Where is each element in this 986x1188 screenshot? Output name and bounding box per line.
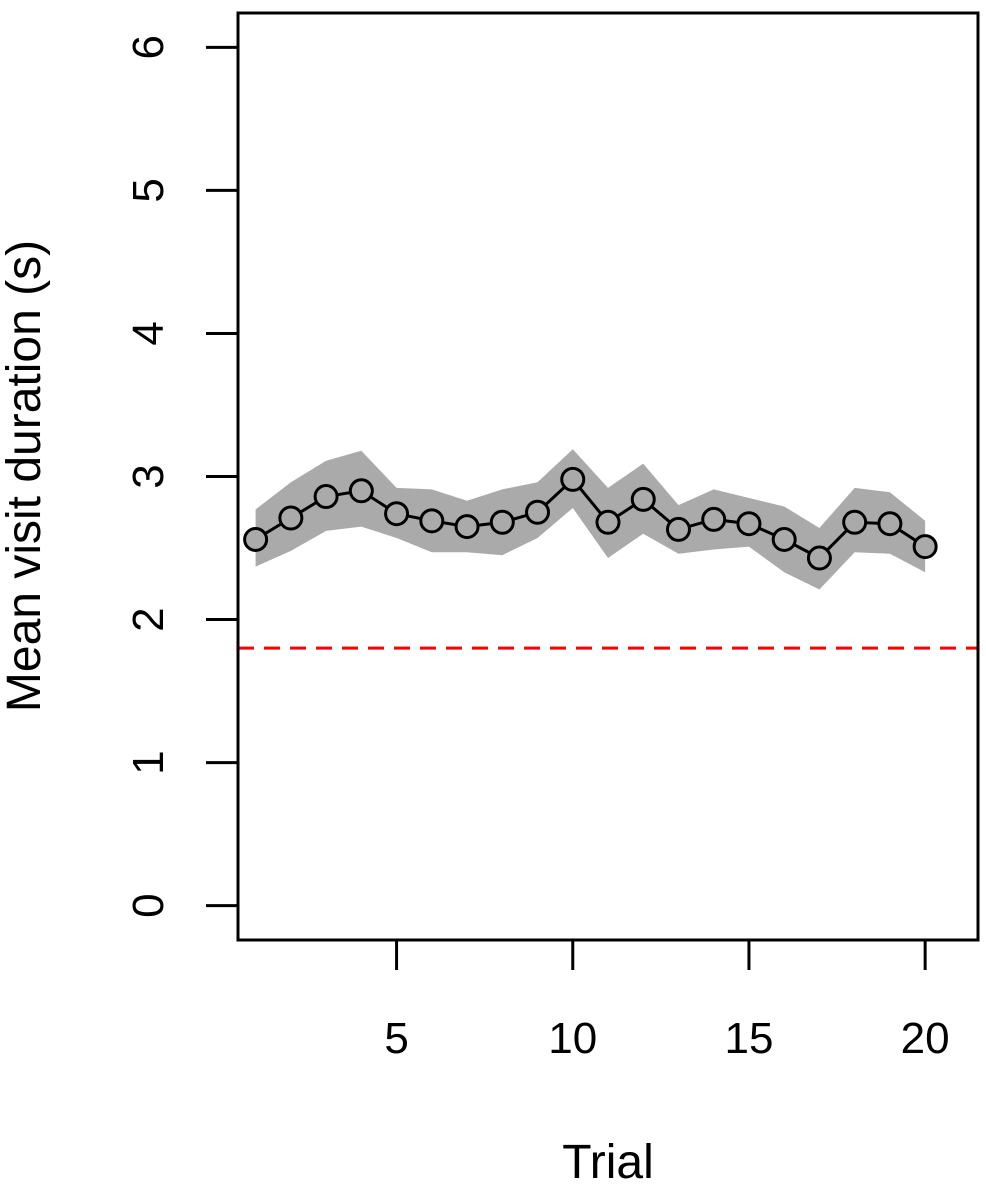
x-axis-label: Trial (562, 1136, 654, 1188)
x-tick-label: 15 (724, 1014, 773, 1063)
data-point (243, 526, 269, 552)
confidence-band-layer (255, 449, 926, 590)
confidence-band (255, 449, 926, 590)
data-point (771, 526, 797, 552)
data-point (912, 534, 938, 560)
x-axis: 5 10 15 20 (384, 940, 950, 1063)
y-tick-label: 2 (124, 607, 173, 631)
data-point (842, 509, 868, 535)
data-point (560, 466, 586, 492)
data-point (701, 506, 727, 532)
x-tick-label: 20 (901, 1014, 950, 1063)
data-point (877, 511, 903, 537)
x-tick-label: 10 (548, 1014, 597, 1063)
data-point (348, 478, 374, 504)
data-point (806, 545, 832, 571)
data-point (630, 486, 656, 512)
y-axis-label: Mean visit duration (s) (0, 240, 51, 712)
y-tick-label: 5 (124, 178, 173, 202)
data-point (419, 508, 445, 534)
y-tick-label: 1 (124, 750, 173, 774)
y-tick-label: 3 (124, 464, 173, 488)
y-tick-label: 6 (124, 35, 173, 59)
y-tick-label: 0 (124, 893, 173, 917)
data-point (384, 501, 410, 527)
data-point (489, 509, 515, 535)
data-point (595, 509, 621, 535)
series-layer (243, 466, 938, 571)
data-point (454, 514, 480, 540)
data-point (278, 505, 304, 531)
y-tick-label: 4 (124, 321, 173, 345)
x-tick-label: 5 (384, 1014, 408, 1063)
data-point (525, 499, 551, 525)
y-axis: 0 1 2 3 4 5 6 (124, 35, 238, 918)
data-point (665, 516, 691, 542)
data-point (736, 511, 762, 537)
data-point (313, 484, 339, 510)
